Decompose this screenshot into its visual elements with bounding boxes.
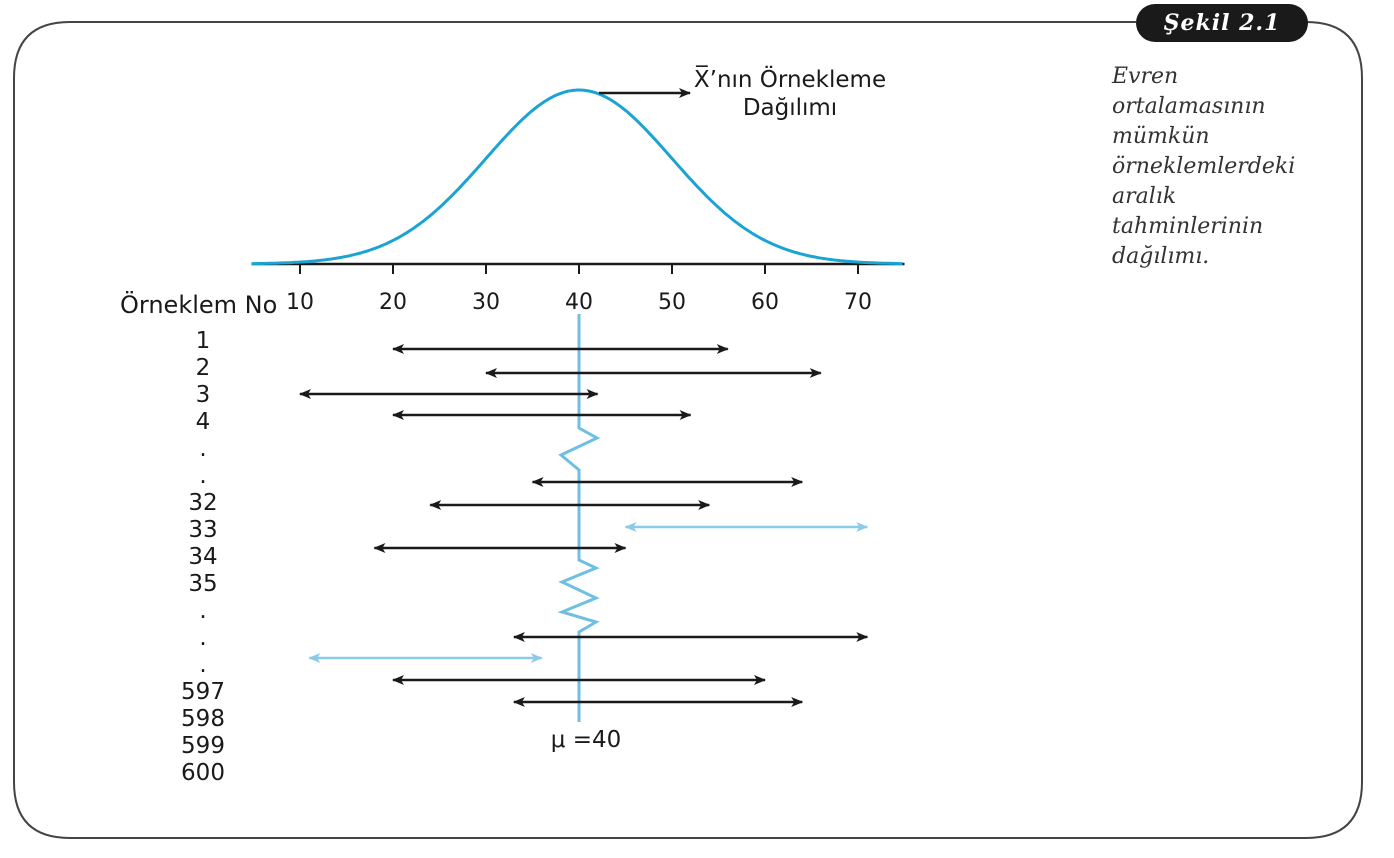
x-tick-label: 50 [658,290,686,315]
figure-caption: Evren ortalamasının mümkün örneklemlerde… [1112,62,1352,272]
caption-line: tahminlerinin [1112,214,1264,239]
curve-label: Dağılımı [743,95,837,121]
caption-line: Evren [1112,64,1179,89]
caption-line: mümkün [1112,124,1210,149]
figure-label-badge: Şekil 2.1 [1136,4,1308,42]
caption-line: aralık [1112,184,1177,209]
caption-line: ortalamasının [1112,94,1266,119]
caption-line: örneklemlerdeki [1112,154,1296,179]
sample-number: 34 [188,544,217,570]
x-tick-label: 40 [565,290,593,315]
sample-number: 2 [196,355,211,381]
mu-label: μ =40 [551,727,621,753]
sample-number: 600 [181,760,225,786]
ellipsis-dot: . [199,625,206,651]
sample-number: 1 [196,328,211,354]
sampling-distribution-curve [251,88,903,266]
population-mean-line [557,314,601,722]
ellipsis-dot: . [199,652,206,678]
x-tick-label: 60 [751,290,779,315]
ellipsis-dot: . [199,436,206,462]
x-tick-label: 70 [844,290,872,315]
row-header: Örneklem No [120,290,277,319]
ellipsis-dot: . [199,463,206,489]
sample-number: 35 [188,571,217,597]
sample-number: 32 [188,490,217,516]
curve-label: X̅’nın Örnekleme [694,65,886,93]
x-tick-label: 20 [379,290,407,315]
sample-number: 597 [181,679,225,705]
sample-number: 599 [181,733,225,759]
sample-number: 4 [196,409,211,435]
sample-number: 3 [196,382,211,408]
x-tick-label: 10 [286,290,314,315]
sample-number: 598 [181,706,225,732]
ellipsis-dot: . [199,598,206,624]
figure-frame [13,21,1363,839]
caption-line: dağılımı. [1112,244,1210,269]
x-tick-label: 30 [472,290,500,315]
sample-number: 33 [188,517,217,543]
